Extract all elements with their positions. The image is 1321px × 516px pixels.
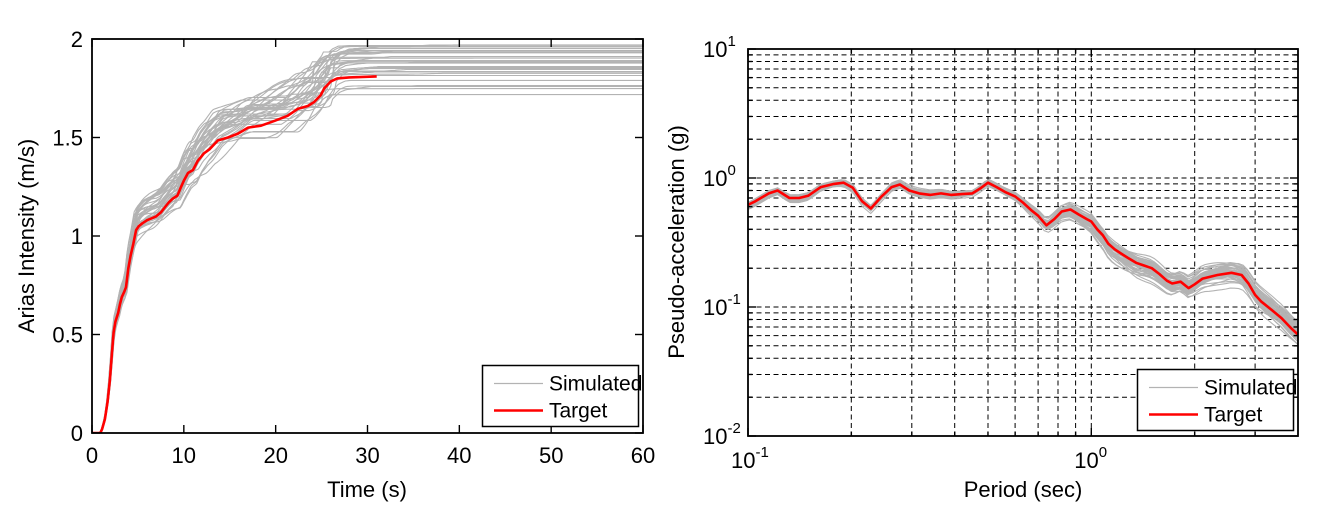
simulated-curve xyxy=(92,84,643,433)
plot-border xyxy=(747,48,1299,437)
arias-plot-area: 0 10 20 30 40 50 60 0 0.5 1 1.5 2 xyxy=(52,27,655,468)
y-tick-label: 10-1 xyxy=(703,291,741,320)
legend-box xyxy=(1136,368,1295,432)
x-tick-label: 30 xyxy=(355,443,379,468)
simulated-curve xyxy=(92,57,643,433)
target-line xyxy=(748,181,1298,336)
x-tick-label: 20 xyxy=(263,443,287,468)
x-tick-label: 50 xyxy=(539,443,563,468)
simulated-curve xyxy=(92,68,643,433)
y-tick-label: 10-2 xyxy=(703,420,741,449)
axis-ticks xyxy=(747,48,1298,437)
y-tick-label: 101 xyxy=(703,33,736,62)
axis-ticks xyxy=(91,38,644,434)
simulated-curve xyxy=(92,62,643,433)
simulated-curve xyxy=(92,50,643,433)
y-tick-label: 0.5 xyxy=(52,323,83,348)
log-grid xyxy=(748,49,1298,436)
simulated-curve xyxy=(92,94,643,433)
x-tick-label: 0 xyxy=(86,443,98,468)
y-tick-label: 0 xyxy=(71,421,83,446)
arias-legend: Simulated Target xyxy=(481,364,642,428)
target-line xyxy=(92,75,377,433)
spectrum-y-axis-label: Pseudo-acceleration (g) xyxy=(664,125,689,359)
tick-labels: 0 10 20 30 40 50 60 0 0.5 1 1.5 2 xyxy=(52,27,655,468)
simulated-curve xyxy=(92,47,643,433)
x-tick-label: 100 xyxy=(1074,444,1107,473)
simulated-curve xyxy=(92,71,643,433)
x-tick-label: 10-1 xyxy=(731,444,769,473)
arias-x-axis-label: Time (s) xyxy=(327,477,407,502)
spectrum-legend: Simulated Target xyxy=(1136,368,1297,432)
legend-box xyxy=(481,364,640,428)
y-tick-label: 1.5 xyxy=(52,126,83,151)
y-tick-label: 1 xyxy=(71,224,83,249)
legend-simulated-label: Simulated xyxy=(1204,377,1297,400)
arias-y-axis-label: Arias Intensity (m/s) xyxy=(14,139,39,333)
legend-simulated-label: Simulated xyxy=(549,373,642,396)
legend-target-label: Target xyxy=(1204,404,1263,427)
simulated-curve xyxy=(748,180,1298,336)
simulated-curve xyxy=(92,85,643,433)
simulated-curve xyxy=(748,180,1298,333)
simulated-curve xyxy=(92,79,643,433)
x-tick-label: 40 xyxy=(447,443,471,468)
arias-intensity-chart: 0 10 20 30 40 50 60 0 0.5 1 1.5 2 Time (s) Arias In… xyxy=(14,27,655,502)
x-tick-label: 10 xyxy=(172,443,196,468)
y-tick-label: 2 xyxy=(71,27,83,52)
legend-target-label: Target xyxy=(549,400,608,423)
y-tick-label: 100 xyxy=(703,162,736,191)
spectrum-x-axis-label: Period (sec) xyxy=(964,477,1083,502)
x-tick-label: 60 xyxy=(631,443,655,468)
